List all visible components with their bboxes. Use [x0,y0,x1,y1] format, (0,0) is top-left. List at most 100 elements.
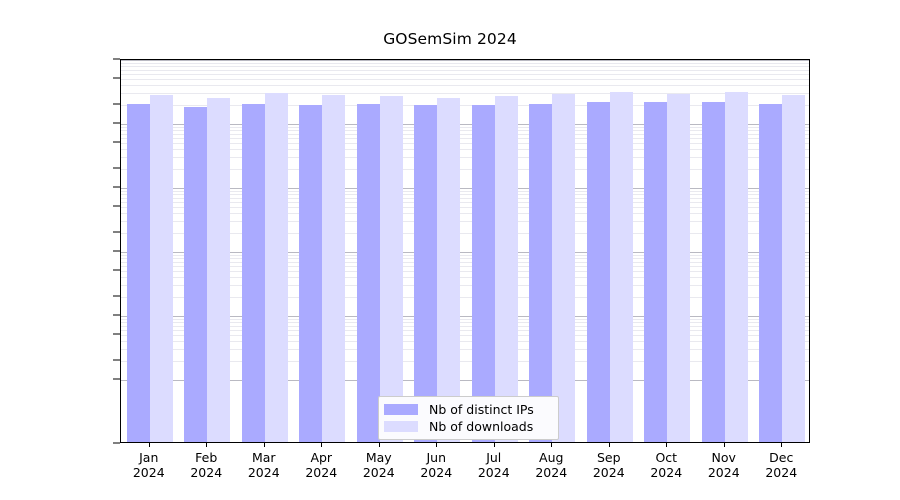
gridline [121,143,809,145]
gridline [121,149,809,151]
bar-downloads[interactable] [782,94,806,442]
bar-distinct-ips[interactable] [356,104,380,442]
x-axis-tick-mark [781,443,783,447]
bar-downloads[interactable] [322,94,346,442]
bar-distinct-ips[interactable] [471,104,495,442]
gridline [121,69,809,71]
bar-downloads[interactable] [724,91,748,442]
y-axis-tick-mark [113,77,120,79]
x-axis-tick-label-month: Dec [769,450,794,465]
legend-item[interactable]: Nb of downloads [384,418,552,435]
x-axis-tick-label-month: Oct [655,450,678,465]
bar-distinct-ips[interactable] [414,105,438,442]
x-axis-tick-mark [378,443,380,447]
gridline [121,360,809,362]
y-axis-tick-mark [113,58,120,60]
gridline [121,124,809,125]
x-axis-tick-label: Aug 2024 [535,450,567,480]
gridline [121,202,809,204]
x-axis-tick-label-year: 2024 [190,465,223,480]
gridline [121,213,809,215]
bar-downloads[interactable] [609,91,633,442]
legend-swatch [384,404,418,415]
gridline [121,188,809,189]
x-axis-tick-mark [608,443,610,447]
gridline [121,190,809,192]
x-axis-tick-label-month: Sep [596,450,621,465]
bar-downloads[interactable] [552,94,576,442]
y-axis-tick-mark [113,314,120,316]
gridline [121,85,809,87]
gridline [121,93,809,95]
bar-distinct-ips[interactable] [586,102,610,442]
bar-downloads[interactable] [494,95,518,442]
gridline [121,296,809,298]
bar-downloads[interactable] [207,98,231,442]
x-axis-tick-label-month: Nov [711,450,736,465]
x-axis-tick-label-month: Jul [486,450,502,465]
gridline [121,221,809,223]
gridline [121,133,809,135]
bar-distinct-ips[interactable] [126,104,150,442]
bar-downloads[interactable] [437,98,461,442]
y-axis-tick-mark [113,269,120,271]
gridline [121,232,809,234]
x-axis-tick-mark [723,443,725,447]
gridline [121,62,809,64]
bar-distinct-ips[interactable] [529,103,553,442]
x-axis-tick-label-year: 2024 [247,465,280,480]
y-axis-tick-mark [113,186,120,188]
x-axis-tick-label: Mar 2024 [248,450,280,480]
x-axis-tick-label-year: 2024 [132,465,165,480]
x-axis-tick-mark [551,443,553,447]
bar-distinct-ips[interactable] [701,102,725,442]
gridline [121,349,809,351]
legend-swatch [384,421,418,432]
y-axis-tick-mark [113,378,120,380]
y-axis-tick-mark [113,231,120,233]
bar-distinct-ips[interactable] [299,104,323,442]
gridline [121,74,809,76]
x-axis-tick-label-month: Jan [139,450,159,465]
gridline [121,271,809,273]
legend-item[interactable]: Nb of distinct IPs [384,401,552,418]
x-axis-tick-label: Jul 2024 [478,450,510,480]
bar-distinct-ips[interactable] [644,102,668,442]
bar-downloads[interactable] [667,93,691,442]
bar-downloads[interactable] [264,93,288,442]
y-axis-tick-mark [113,167,120,169]
x-axis-tick-label: Dec 2024 [765,450,797,480]
y-axis-tick-mark [113,103,120,105]
gridline [121,252,809,253]
legend-label: Nb of downloads [429,419,534,434]
legend-label: Nb of distinct IPs [429,402,534,417]
gridline [121,380,809,381]
x-axis-tick-label: Jan 2024 [133,450,165,480]
y-axis-tick-mark [113,359,120,361]
x-axis-tick-label: Oct 2024 [650,450,682,480]
bar-distinct-ips[interactable] [184,107,208,442]
x-axis-tick-label-year: 2024 [650,465,683,480]
x-axis-tick-label-year: 2024 [477,465,510,480]
gridline [121,60,809,61]
gridline [121,138,809,140]
plot-area [120,59,810,443]
x-axis-tick-label-month: May [365,450,392,465]
x-axis-tick-label: Feb 2024 [190,450,222,480]
bar-distinct-ips[interactable] [759,103,783,442]
x-axis-tick-mark [493,443,495,447]
y-axis-tick-mark [113,442,120,444]
x-axis-tick-label-year: 2024 [592,465,625,480]
x-axis-tick-label-year: 2024 [420,465,453,480]
chart-title: GOSemSim 2024 [383,30,517,48]
gridline [121,335,809,337]
gridline [121,130,809,132]
bar-distinct-ips[interactable] [241,104,265,442]
bar-downloads[interactable] [379,95,403,442]
bar-downloads[interactable] [149,94,173,442]
x-axis-tick-mark [666,443,668,447]
gridline [121,258,809,260]
x-axis-tick-label-year: 2024 [765,465,798,480]
gridline [121,66,809,68]
gridline [121,285,809,287]
